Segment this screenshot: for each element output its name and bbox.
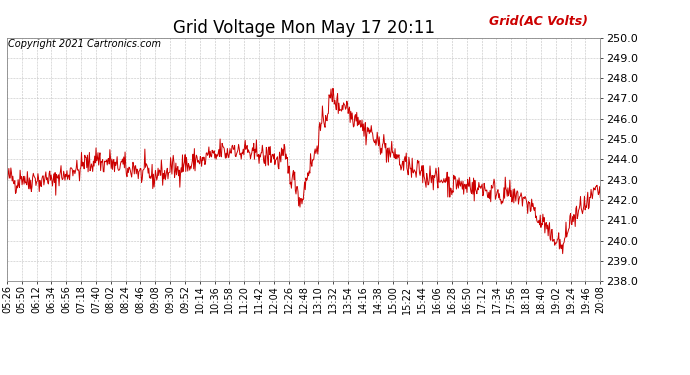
Title: Grid Voltage Mon May 17 20:11: Grid Voltage Mon May 17 20:11 bbox=[172, 20, 435, 38]
Text: Grid(AC Volts): Grid(AC Volts) bbox=[489, 15, 589, 28]
Text: Copyright 2021 Cartronics.com: Copyright 2021 Cartronics.com bbox=[8, 39, 161, 50]
